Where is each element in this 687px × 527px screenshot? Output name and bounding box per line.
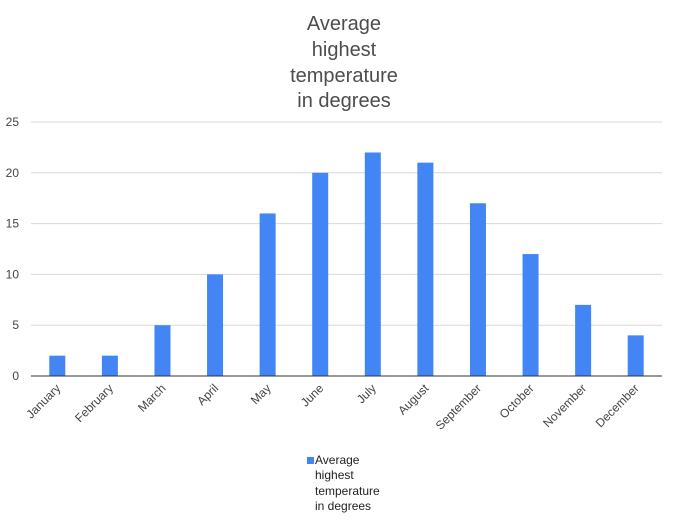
legend-label-line: Average	[315, 453, 360, 467]
bar	[469, 203, 486, 376]
y-tick-label: 0	[12, 369, 19, 383]
bar	[154, 325, 171, 376]
y-axis-ticks: 0 5 10 15 20 25	[6, 115, 20, 383]
x-tick-label: September	[433, 381, 484, 432]
bar	[522, 254, 539, 376]
x-tick-label: July	[354, 381, 379, 406]
bar	[312, 172, 329, 376]
x-tick-label: December	[593, 381, 642, 430]
x-tick-label: March	[135, 381, 168, 414]
y-tick-label: 25	[6, 115, 20, 129]
legend-label-line: highest	[315, 468, 354, 482]
bars	[49, 152, 644, 376]
bar	[627, 335, 644, 376]
legend-label-line: temperature	[315, 484, 380, 498]
chart-title-line: Average	[307, 13, 381, 35]
bar	[575, 304, 592, 376]
chart-title: Average highest temperature in degrees	[290, 13, 398, 112]
bar	[49, 355, 66, 376]
bar	[101, 355, 118, 376]
x-axis-ticks: January February March April May June July Augu…	[23, 381, 642, 433]
y-tick-label: 10	[6, 267, 20, 281]
chart-title-line: in degrees	[297, 90, 390, 112]
bar	[207, 274, 224, 376]
x-tick-label: May	[248, 381, 274, 407]
gridlines	[31, 121, 662, 326]
x-tick-label: October	[497, 381, 537, 421]
y-tick-label: 20	[6, 166, 20, 180]
chart-title-line: highest	[312, 39, 377, 61]
y-tick-label: 15	[6, 217, 20, 231]
chart-title-line: temperature	[290, 65, 398, 87]
legend-label-line: in degrees	[315, 499, 371, 513]
x-tick-label: November	[540, 381, 589, 430]
bar	[364, 152, 381, 376]
x-tick-label: January	[23, 381, 63, 421]
x-tick-label: August	[395, 381, 432, 418]
y-tick-label: 5	[12, 318, 19, 332]
bar	[259, 213, 276, 376]
x-tick-label: April	[194, 381, 221, 408]
x-tick-label: February	[72, 381, 116, 425]
bar	[417, 162, 434, 376]
x-tick-label: June	[298, 381, 327, 410]
legend-swatch	[307, 457, 314, 464]
